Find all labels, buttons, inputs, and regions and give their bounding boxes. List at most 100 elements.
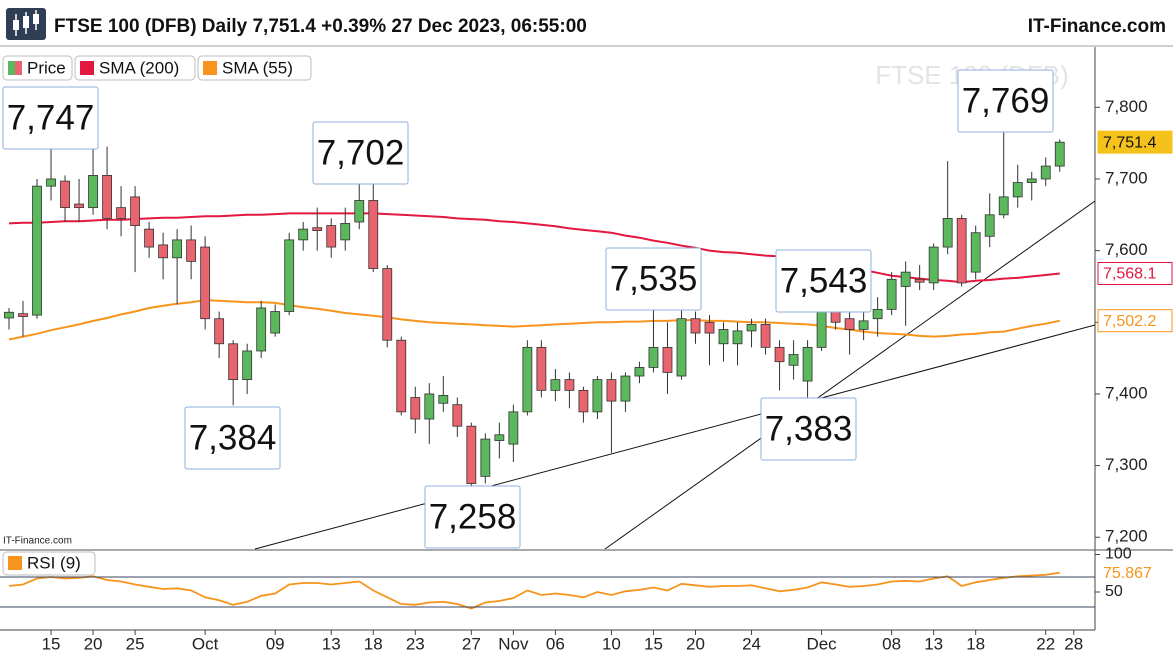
candle-body xyxy=(788,354,799,366)
candle-body xyxy=(396,339,407,413)
candle-body xyxy=(998,196,1009,216)
candle-body xyxy=(956,217,967,284)
candle-body xyxy=(620,375,631,402)
legend-swatch xyxy=(8,61,15,75)
candle-body xyxy=(928,246,939,284)
last-value-box xyxy=(1097,261,1173,285)
candle-body xyxy=(242,350,253,381)
candle-body xyxy=(438,394,449,404)
last-value-box xyxy=(1097,130,1173,154)
candle-body xyxy=(326,225,337,248)
x-tick-label: 20 xyxy=(84,634,103,653)
candle-body xyxy=(382,268,393,341)
last-value-label: 7,568.1 xyxy=(1103,266,1156,283)
candle-body xyxy=(746,324,757,332)
annotation-box xyxy=(424,485,521,549)
candle-body xyxy=(32,185,42,316)
x-tick-label: 08 xyxy=(882,634,901,653)
annotation-box xyxy=(312,121,409,185)
x-tick-label: 10 xyxy=(602,634,621,653)
x-tick-label: 27 xyxy=(462,634,481,653)
candle-body xyxy=(508,411,519,445)
candle-body xyxy=(158,244,169,259)
candle-body xyxy=(130,196,140,226)
candle-body xyxy=(452,404,463,427)
candle-body xyxy=(942,217,953,248)
x-tick-label: 18 xyxy=(364,634,383,653)
legend-swatch xyxy=(8,556,22,570)
x-tick-label: 23 xyxy=(406,634,425,653)
candle-body xyxy=(704,321,715,334)
candle-body xyxy=(1026,178,1037,183)
sma-line xyxy=(8,299,1061,341)
candle-body xyxy=(648,346,659,368)
candle-body xyxy=(74,203,84,209)
candle-body xyxy=(312,227,323,231)
candle-body xyxy=(46,178,56,187)
candle-body xyxy=(970,232,981,273)
candle-body xyxy=(1040,165,1051,180)
x-tick-label: 24 xyxy=(742,634,761,653)
x-tick-label: Nov xyxy=(498,634,529,653)
candle-body xyxy=(368,200,379,269)
x-tick-label: 06 xyxy=(546,634,565,653)
header-bg xyxy=(0,0,1173,46)
candle-body xyxy=(760,324,771,348)
candle-body xyxy=(424,393,435,420)
annotation-box xyxy=(775,249,872,313)
candle-body xyxy=(214,318,225,345)
x-tick-label: 28 xyxy=(1064,634,1083,653)
legend-box xyxy=(197,55,312,81)
rsi-line xyxy=(8,571,1060,610)
y-tick-label: 7,400 xyxy=(1105,383,1148,402)
candle-body xyxy=(284,239,295,312)
candle-body xyxy=(844,318,855,330)
annotation-label: 7,543 xyxy=(780,261,868,300)
x-tick-label: 15 xyxy=(42,634,61,653)
x-tick-label: 20 xyxy=(686,634,705,653)
header-brand: IT-Finance.com xyxy=(1028,16,1166,37)
candle-body xyxy=(676,318,687,377)
candle-body xyxy=(466,425,477,484)
candle-body xyxy=(60,180,70,209)
header-title: FTSE 100 (DFB) Daily 7,751.4 +0.39% 27 D… xyxy=(54,16,587,37)
candle-body xyxy=(480,438,491,477)
candle-body xyxy=(578,389,589,413)
candle-body xyxy=(340,223,351,241)
annotation-label: 7,258 xyxy=(429,497,517,536)
candle-body xyxy=(662,346,673,373)
candle-body xyxy=(1054,141,1065,167)
legend-box xyxy=(74,55,196,81)
candle-body xyxy=(354,200,365,223)
annotation-label: 7,535 xyxy=(610,259,698,298)
candle-body xyxy=(88,174,98,209)
candle-body xyxy=(886,278,897,310)
candle-body xyxy=(550,379,561,391)
x-tick-label: 15 xyxy=(644,634,663,653)
candle-body xyxy=(298,228,309,241)
annotation-box xyxy=(957,69,1054,133)
last-value-box xyxy=(1097,561,1173,585)
candle-body xyxy=(914,278,925,283)
annotation-label: 7,769 xyxy=(962,81,1050,120)
candle-body xyxy=(172,239,183,259)
price-plot xyxy=(4,129,1065,496)
candle-body xyxy=(4,311,14,319)
last-value-box xyxy=(1097,309,1173,333)
trend-lines xyxy=(254,200,1095,550)
x-tick-label: 18 xyxy=(966,634,985,653)
rsi-y-tick-label: 100 xyxy=(1105,546,1132,563)
candle-body xyxy=(606,379,617,402)
sma-line xyxy=(8,212,1060,284)
candle-body xyxy=(186,239,197,262)
legend-label: SMA (55) xyxy=(222,58,293,77)
app-icon xyxy=(6,8,46,40)
candle-body xyxy=(732,330,743,345)
candle-body xyxy=(256,307,267,352)
x-tick-label: 13 xyxy=(322,634,341,653)
candle-body xyxy=(102,174,112,219)
candle-body xyxy=(802,346,813,382)
y-tick-label: 7,700 xyxy=(1105,168,1148,187)
